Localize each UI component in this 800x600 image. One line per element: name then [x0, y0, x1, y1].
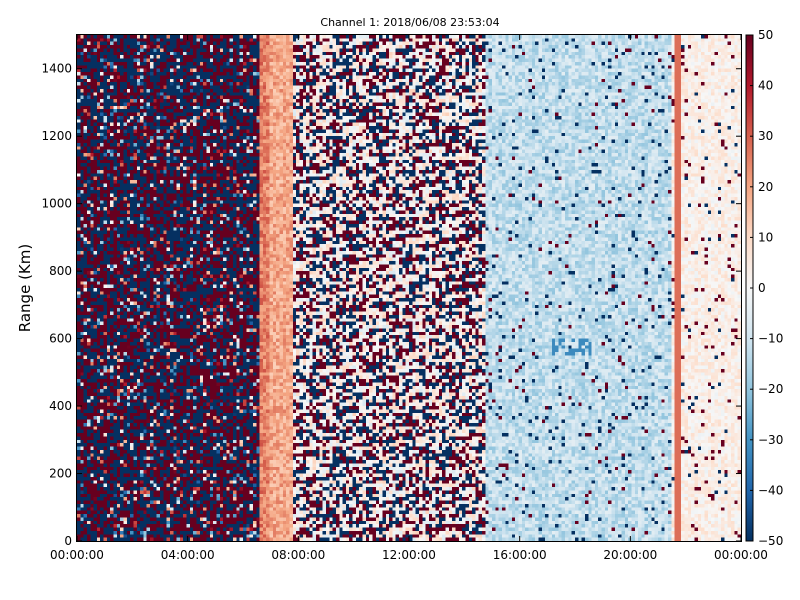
x-tick-label: 08:00:00	[271, 548, 325, 562]
colorbar-tick-label: 20	[758, 180, 773, 194]
axes: 00:00:00 04:00:00 08:00:00 12:00:00 16:00:00…	[41, 35, 768, 562]
y-tick-label: 1000	[41, 197, 72, 211]
x-tick-label: 00:00:00	[714, 548, 768, 562]
y-tick-label: 600	[49, 332, 72, 346]
colorbar-tick-label: 50	[758, 28, 773, 42]
x-tick-label: 16:00:00	[493, 548, 547, 562]
colorbar-tick-label: 40	[758, 79, 773, 93]
plot-frame	[76, 34, 742, 542]
y-tick-label: 1400	[41, 62, 72, 76]
y-tick-label: 800	[49, 264, 72, 278]
x-tick-label: 20:00:00	[603, 548, 657, 562]
colorbar-tick-label: −50	[758, 534, 783, 548]
y-tick-label: 1200	[41, 129, 72, 143]
colorbar: 50 40 30 20 10 0 −10 −20 −30 −40 −50	[745, 28, 783, 548]
y-tick-label: 0	[64, 534, 72, 548]
colorbar-tick-label: 0	[758, 281, 766, 295]
x-tick-label: 04:00:00	[161, 548, 215, 562]
colorbar-tick-label: −40	[758, 483, 783, 497]
colorbar-tick-label: −10	[758, 332, 783, 346]
y-tick-label: 200	[49, 467, 72, 481]
x-tick-label: 00:00:00	[50, 548, 104, 562]
colorbar-tick-label: −30	[758, 433, 783, 447]
y-tick-label: 400	[49, 399, 72, 413]
colorbar-tick-label: 10	[758, 230, 773, 244]
colorbar-tick-label: −20	[758, 382, 783, 396]
colorbar-tick-label: 30	[758, 129, 773, 143]
chart-title: Channel 1: 2018/06/08 23:53:04	[320, 16, 499, 29]
x-tick-label: 12:00:00	[382, 548, 436, 562]
heatmap	[77, 35, 741, 541]
y-axis-label: Range (Km)	[16, 244, 34, 332]
heatmap-cells	[77, 35, 741, 541]
